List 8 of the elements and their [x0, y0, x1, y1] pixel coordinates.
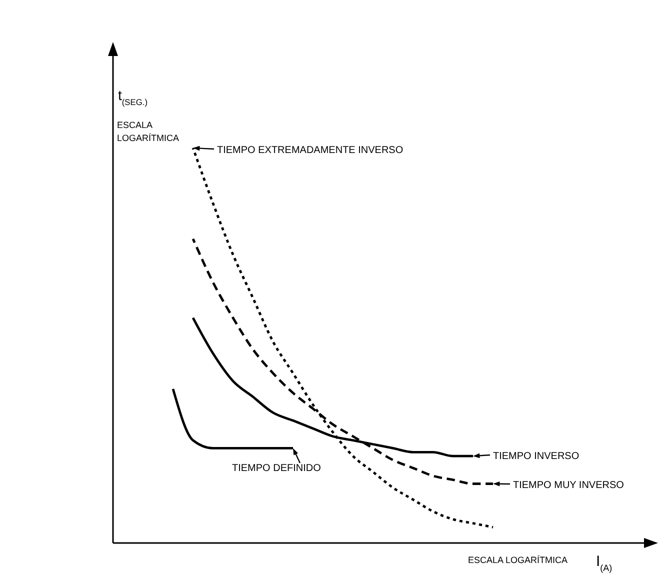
series-label: TIEMPO DEFINIDO — [232, 463, 322, 474]
legend-label: TIEMPO EXTREMADAMENTE INVERSO — [217, 145, 404, 156]
text: ESCALA LOGARÍTMICA — [468, 555, 568, 565]
legend-label: TIEMPO INVERSO — [493, 451, 580, 462]
text: ESCALA LOGARÍTMICA — [117, 120, 180, 143]
legend-label: TIEMPO MUY INVERSO — [513, 480, 624, 491]
y-axis-title: t$_{(SEG.)}$ — [118, 87, 148, 107]
x-axis-title: I$_{(A)}$ — [596, 553, 612, 573]
